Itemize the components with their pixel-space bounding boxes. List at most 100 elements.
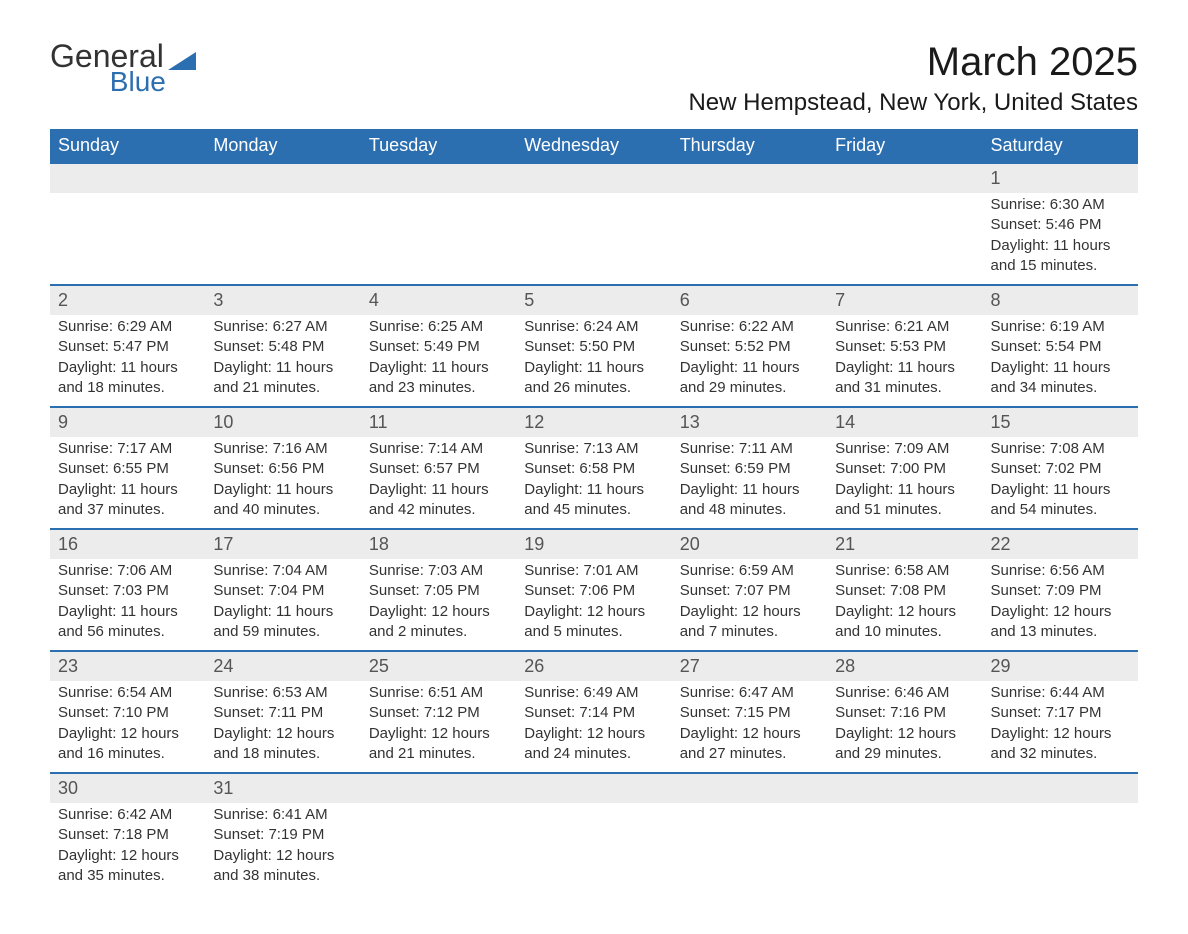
detail-value: 6:27 AM	[273, 318, 328, 335]
detail-value: 7:18 PM	[113, 826, 169, 843]
day-details-cell	[50, 193, 205, 285]
detail-label: Sunset:	[213, 582, 268, 599]
detail-label: Sunrise:	[835, 562, 894, 579]
day-details-cell: Sunrise: 6:58 AMSunset: 7:08 PMDaylight:…	[827, 559, 982, 651]
detail-value: 7:10 PM	[113, 704, 169, 721]
detail-label: Sunrise:	[58, 684, 117, 701]
detail-label: Sunset:	[680, 460, 735, 477]
day-header-saturday: Saturday	[983, 129, 1138, 163]
day-header-thursday: Thursday	[672, 129, 827, 163]
detail-label: Sunrise:	[680, 318, 739, 335]
detail-line: Daylight: 11 hours and 45 minutes.	[524, 480, 663, 521]
detail-label: Sunset:	[58, 704, 113, 721]
detail-line: Sunrise: 6:49 AM	[524, 683, 663, 703]
detail-label: Daylight:	[991, 603, 1054, 620]
day-number-cell: 5	[516, 285, 671, 315]
detail-label: Sunset:	[213, 460, 268, 477]
day-details-cell	[205, 193, 360, 285]
day-details-cell: Sunrise: 6:47 AMSunset: 7:15 PMDaylight:…	[672, 681, 827, 773]
detail-value: 6:58 PM	[579, 460, 635, 477]
day-number-cell	[50, 163, 205, 193]
day-details-cell: Sunrise: 7:09 AMSunset: 7:00 PMDaylight:…	[827, 437, 982, 529]
day-header-sunday: Sunday	[50, 129, 205, 163]
detail-value: 7:01 AM	[583, 562, 638, 579]
day-number-cell	[361, 163, 516, 193]
detail-label: Sunrise:	[58, 806, 117, 823]
week-4-details-row: Sunrise: 6:54 AMSunset: 7:10 PMDaylight:…	[50, 681, 1138, 773]
day-details-cell: Sunrise: 7:03 AMSunset: 7:05 PMDaylight:…	[361, 559, 516, 651]
detail-line: Sunset: 7:09 PM	[991, 581, 1130, 601]
detail-line: Sunrise: 6:47 AM	[680, 683, 819, 703]
day-details-cell: Sunrise: 7:13 AMSunset: 6:58 PMDaylight:…	[516, 437, 671, 529]
detail-line: Daylight: 11 hours and 59 minutes.	[213, 602, 352, 643]
detail-line: Daylight: 11 hours and 54 minutes.	[991, 480, 1130, 521]
day-header-row: SundayMondayTuesdayWednesdayThursdayFrid…	[50, 129, 1138, 163]
detail-line: Sunrise: 6:41 AM	[213, 805, 352, 825]
day-number-cell: 13	[672, 407, 827, 437]
day-details-cell	[361, 803, 516, 894]
detail-label: Daylight:	[524, 481, 587, 498]
day-number-cell: 14	[827, 407, 982, 437]
day-details-cell	[672, 193, 827, 285]
detail-line: Sunset: 5:48 PM	[213, 337, 352, 357]
detail-line: Sunrise: 7:08 AM	[991, 439, 1130, 459]
detail-value: 7:14 PM	[579, 704, 635, 721]
detail-label: Sunrise:	[835, 684, 894, 701]
detail-value: 6:42 AM	[117, 806, 172, 823]
day-number-cell: 1	[983, 163, 1138, 193]
day-details-cell: Sunrise: 6:59 AMSunset: 7:07 PMDaylight:…	[672, 559, 827, 651]
detail-line: Sunrise: 7:04 AM	[213, 561, 352, 581]
day-number-cell	[827, 773, 982, 803]
detail-line: Sunrise: 7:01 AM	[524, 561, 663, 581]
detail-line: Daylight: 11 hours and 18 minutes.	[58, 358, 197, 399]
detail-line: Sunrise: 6:22 AM	[680, 317, 819, 337]
detail-label: Daylight:	[524, 359, 587, 376]
detail-line: Sunset: 7:18 PM	[58, 825, 197, 845]
day-details-cell: Sunrise: 6:42 AMSunset: 7:18 PMDaylight:…	[50, 803, 205, 894]
day-details-cell: Sunrise: 6:19 AMSunset: 5:54 PMDaylight:…	[983, 315, 1138, 407]
week-5-details-row: Sunrise: 6:42 AMSunset: 7:18 PMDaylight:…	[50, 803, 1138, 894]
detail-line: Sunset: 7:12 PM	[369, 703, 508, 723]
detail-line: Daylight: 12 hours and 16 minutes.	[58, 724, 197, 765]
day-details-cell: Sunrise: 6:27 AMSunset: 5:48 PMDaylight:…	[205, 315, 360, 407]
day-details-cell	[516, 193, 671, 285]
day-number-cell: 11	[361, 407, 516, 437]
detail-label: Daylight:	[213, 847, 276, 864]
detail-line: Sunset: 7:05 PM	[369, 581, 508, 601]
day-number-cell	[983, 773, 1138, 803]
week-0-details-row: Sunrise: 6:30 AMSunset: 5:46 PMDaylight:…	[50, 193, 1138, 285]
detail-label: Sunrise:	[369, 318, 428, 335]
detail-value: 7:17 AM	[117, 440, 172, 457]
detail-line: Sunrise: 6:27 AM	[213, 317, 352, 337]
detail-label: Daylight:	[213, 725, 276, 742]
detail-line: Daylight: 12 hours and 32 minutes.	[991, 724, 1130, 765]
detail-label: Sunset:	[58, 826, 113, 843]
detail-value: 6:29 AM	[117, 318, 172, 335]
day-details-cell: Sunrise: 7:16 AMSunset: 6:56 PMDaylight:…	[205, 437, 360, 529]
detail-label: Daylight:	[680, 725, 743, 742]
detail-value: 6:58 AM	[894, 562, 949, 579]
detail-label: Daylight:	[524, 603, 587, 620]
detail-line: Daylight: 12 hours and 35 minutes.	[58, 846, 197, 887]
day-number-cell: 7	[827, 285, 982, 315]
logo-word-blue: Blue	[110, 68, 166, 96]
detail-line: Sunrise: 6:59 AM	[680, 561, 819, 581]
detail-value: 5:54 PM	[1046, 338, 1102, 355]
detail-label: Sunrise:	[213, 318, 272, 335]
detail-label: Sunset:	[680, 338, 735, 355]
day-number-cell: 22	[983, 529, 1138, 559]
detail-label: Sunrise:	[369, 562, 428, 579]
detail-label: Sunrise:	[213, 806, 272, 823]
detail-value: 7:12 PM	[424, 704, 480, 721]
detail-label: Sunset:	[835, 338, 890, 355]
detail-label: Sunset:	[213, 338, 268, 355]
detail-line: Sunset: 6:59 PM	[680, 459, 819, 479]
detail-value: 6:21 AM	[894, 318, 949, 335]
detail-line: Daylight: 11 hours and 29 minutes.	[680, 358, 819, 399]
detail-line: Sunrise: 7:14 AM	[369, 439, 508, 459]
detail-line: Sunrise: 6:53 AM	[213, 683, 352, 703]
detail-label: Sunrise:	[524, 440, 583, 457]
detail-value: 6:55 PM	[113, 460, 169, 477]
detail-label: Daylight:	[369, 725, 432, 742]
detail-label: Sunset:	[369, 338, 424, 355]
